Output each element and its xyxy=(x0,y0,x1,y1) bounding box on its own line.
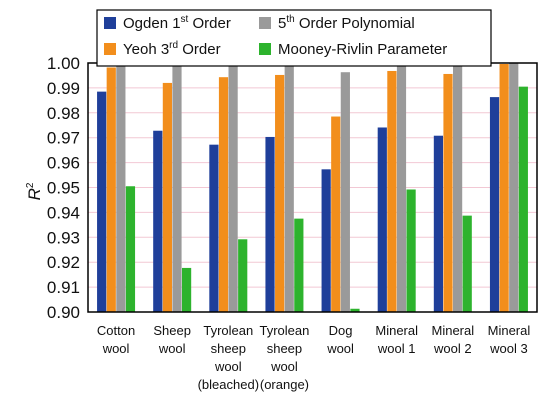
category-label: wool 2 xyxy=(433,341,472,356)
bar xyxy=(377,127,387,313)
category-label: Mineral xyxy=(375,323,418,338)
bar xyxy=(387,70,397,312)
y-tick-label: 0.97 xyxy=(47,129,80,148)
bar xyxy=(406,189,416,312)
bar xyxy=(284,64,294,313)
bar xyxy=(162,82,172,312)
bar xyxy=(238,239,248,312)
bar xyxy=(518,86,528,313)
bar xyxy=(443,73,453,313)
category-label: Mineral xyxy=(488,323,531,338)
y-tick-label: 0.98 xyxy=(47,104,80,123)
bar xyxy=(218,77,229,312)
category-label: sheep xyxy=(267,341,302,356)
y-tick-label: 0.95 xyxy=(47,179,80,198)
category-label: wool xyxy=(158,341,186,356)
bar xyxy=(275,74,285,312)
category-label: Dog xyxy=(329,323,353,338)
bar xyxy=(153,130,163,312)
y-tick-label: 0.93 xyxy=(47,228,80,247)
category-label: wool xyxy=(214,359,242,374)
legend-entry: Mooney-Rivlin Parameter xyxy=(278,41,447,58)
bar xyxy=(116,63,126,312)
y-axis-label-superscript: 2 xyxy=(25,182,36,188)
y-axis-label-text: R xyxy=(25,188,44,200)
legend-swatch xyxy=(259,17,271,29)
bar xyxy=(331,116,341,312)
bar xyxy=(181,267,192,312)
y-tick-label: 0.96 xyxy=(47,154,80,173)
category-label: (orange) xyxy=(260,377,309,392)
legend-box xyxy=(96,9,492,67)
bar xyxy=(209,144,219,312)
category-label: wool 3 xyxy=(489,341,528,356)
bar xyxy=(172,65,182,313)
bar xyxy=(433,135,444,312)
category-label: Mineral xyxy=(432,323,475,338)
bar xyxy=(340,72,350,313)
y-tick-label: 0.92 xyxy=(47,253,80,272)
y-tick-labels: 0.90 0.91 0.92 0.93 0.94 0.95 0.96 0.97 0.98 0.99… xyxy=(47,54,80,322)
legend: Ogden 1st Order 5th Order Polynomial Yeoh … xyxy=(96,9,492,67)
y-tick-label: 0.94 xyxy=(47,203,80,222)
legend-entry: 5th Order Polynomial xyxy=(278,14,415,32)
bar xyxy=(294,218,304,312)
y-axis-label: R2 xyxy=(25,182,44,200)
legend-entry: Yeoh 3rd Order xyxy=(123,40,221,58)
bar xyxy=(228,64,238,313)
category-label: Sheep xyxy=(153,323,191,338)
legend-entry: Ogden 1st Order xyxy=(123,14,231,32)
bar xyxy=(97,91,107,312)
bar xyxy=(499,64,509,312)
y-tick-label: 0.90 xyxy=(47,303,80,322)
y-tick-label: 0.91 xyxy=(47,278,80,297)
category-label: Cotton xyxy=(97,323,135,338)
bar xyxy=(489,97,500,312)
legend-swatch xyxy=(104,43,116,55)
bar xyxy=(106,67,116,312)
category-label: sheep xyxy=(211,341,246,356)
category-label: Tyrolean xyxy=(203,323,253,338)
bar xyxy=(265,136,275,312)
category-label: wool xyxy=(326,341,354,356)
bar xyxy=(509,63,519,312)
bars xyxy=(97,63,528,313)
y-tick-label: 0.99 xyxy=(47,79,80,98)
legend-swatch xyxy=(104,17,116,29)
category-labels: Cotton wool Sheep wool Tyrolean sheep wool (ble… xyxy=(97,323,530,392)
category-label: wool 1 xyxy=(377,341,416,356)
category-label: (bleached) xyxy=(198,377,259,392)
bar xyxy=(350,308,360,312)
y-tick-label: 1.00 xyxy=(47,54,80,73)
bar xyxy=(396,63,407,312)
category-label: wool xyxy=(102,341,130,356)
category-label: Tyrolean xyxy=(260,323,310,338)
bar xyxy=(321,169,331,312)
bar xyxy=(462,215,472,312)
legend-swatch xyxy=(259,43,271,55)
bar xyxy=(453,63,463,312)
category-label: wool xyxy=(270,359,298,374)
bar xyxy=(125,186,136,312)
